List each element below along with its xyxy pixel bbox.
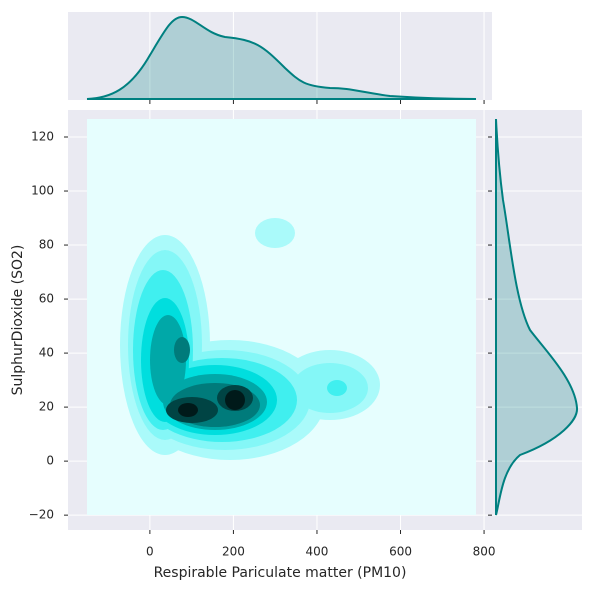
x-marginal-density (86, 15, 477, 100)
y-tick-label: 20 (39, 400, 54, 414)
right-marginal-bg (492, 110, 582, 530)
x-tick-label: 400 (306, 545, 329, 559)
x-axis-label: Respirable Pariculate matter (PM10) (154, 565, 407, 581)
contour-level (178, 390, 245, 417)
y-tick-label: 120 (31, 130, 54, 144)
y-tick-label: 80 (39, 238, 54, 252)
x-tick-label: 600 (389, 545, 412, 559)
y-tick-label: 100 (31, 184, 54, 198)
top-marginal-bg (68, 12, 492, 100)
y-tick-label: −20 (29, 508, 54, 522)
y-tick-label: 60 (39, 292, 54, 306)
kde-contours (87, 119, 476, 515)
y-tick-label: 0 (46, 454, 54, 468)
x-tick-label: 800 (473, 545, 496, 559)
y-marginal-density (495, 118, 579, 516)
y-tick-label: 40 (39, 346, 54, 360)
y-axis-label: SulphurDioxide (SO2) (10, 245, 26, 396)
x-tick-label: 0 (146, 545, 154, 559)
x-tick-label: 200 (222, 545, 245, 559)
